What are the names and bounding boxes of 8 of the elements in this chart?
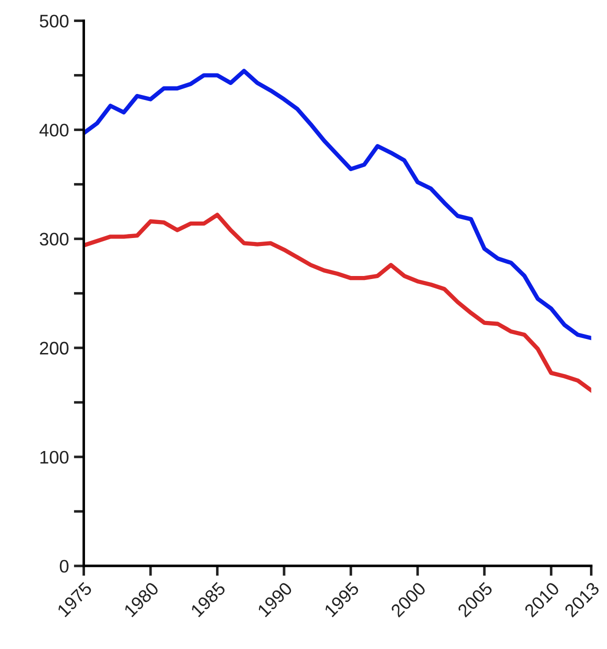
line-series: [84, 212, 592, 392]
y-tick-label: 300: [40, 232, 68, 246]
y-tick-label: 0: [60, 560, 68, 573]
y-tick-label: 500: [40, 14, 68, 28]
y-tick-label: 200: [40, 342, 68, 355]
line-series: [84, 68, 592, 340]
y-tick-label: 100: [40, 450, 68, 464]
y-tick-label: 400: [39, 124, 68, 137]
